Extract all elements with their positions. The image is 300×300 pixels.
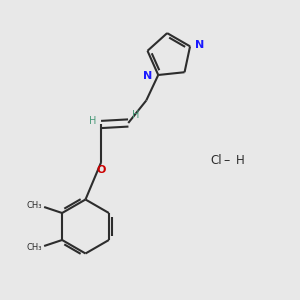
Text: N: N [196, 40, 205, 50]
Text: CH₃: CH₃ [26, 201, 42, 210]
Text: H: H [236, 154, 244, 167]
Text: CH₃: CH₃ [26, 243, 42, 252]
Text: O: O [97, 165, 106, 175]
Text: N: N [143, 71, 152, 82]
Text: Cl: Cl [210, 154, 222, 167]
Text: H: H [88, 116, 96, 127]
Text: –: – [224, 154, 230, 167]
Text: H: H [132, 110, 140, 121]
